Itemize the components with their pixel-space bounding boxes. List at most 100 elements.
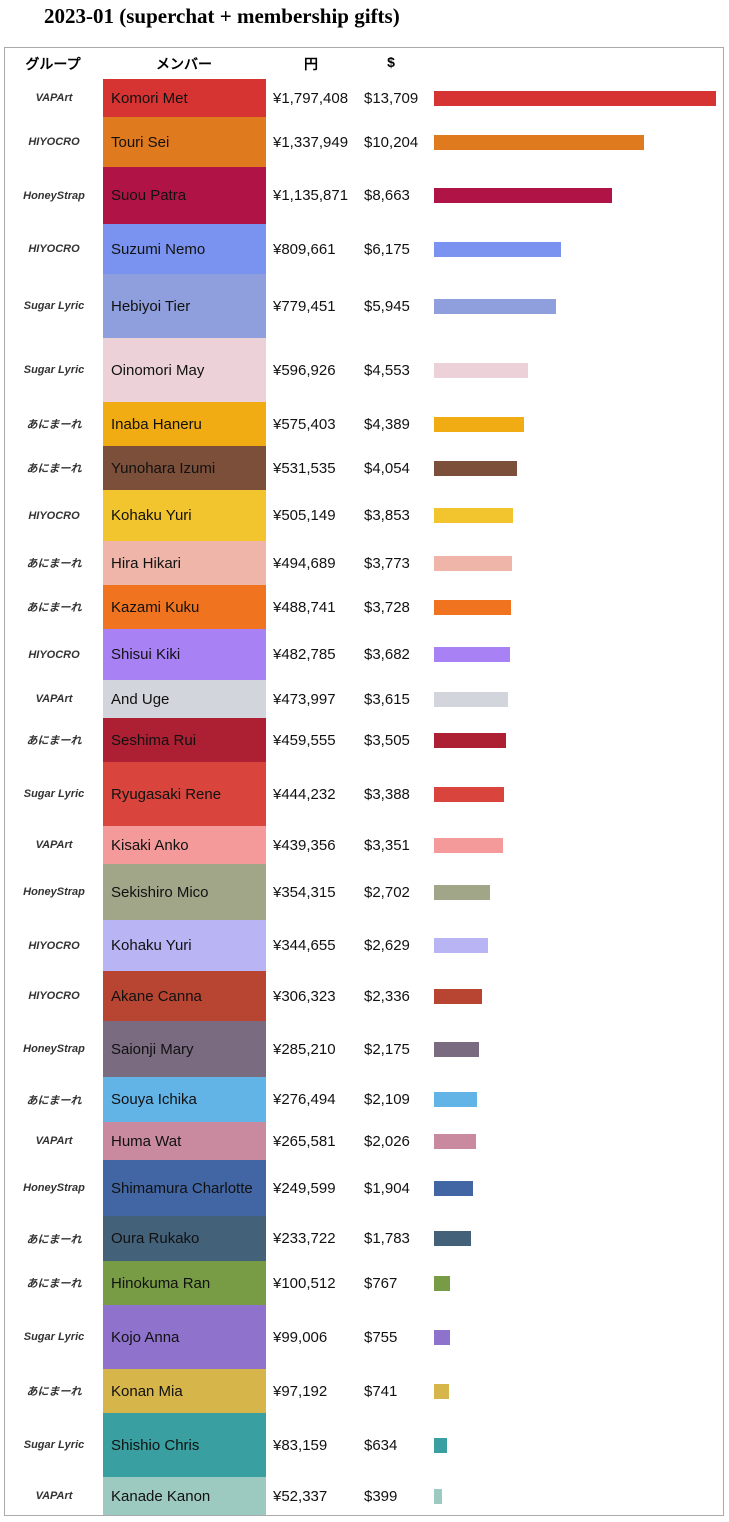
- member-name: Komori Met: [103, 79, 266, 117]
- bar: [434, 691, 509, 707]
- yen-amount: ¥809,661: [273, 240, 336, 258]
- table-row: VAPArt Komori Met ¥1,797,408 $13,709: [5, 79, 723, 117]
- table-row: Sugar Lyric Ryugasaki Rene ¥444,232 $3,388: [5, 762, 723, 826]
- group-logo: VAPArt: [35, 693, 73, 705]
- bar: [434, 647, 510, 662]
- usd-amount: $3,351: [364, 836, 410, 854]
- member-name: Hinokuma Ran: [103, 1261, 266, 1305]
- member-name: Kojo Anna: [103, 1305, 266, 1369]
- yen-amount: ¥494,689: [273, 554, 336, 572]
- table-row: HIYOCRO Touri Sei ¥1,337,949 $10,204: [5, 117, 723, 167]
- yen-amount: ¥100,512: [273, 1274, 336, 1292]
- usd-amount: $3,728: [364, 598, 410, 616]
- usd-amount: $4,389: [364, 415, 410, 433]
- bar: [434, 460, 518, 476]
- group-logo: あにまーれ: [26, 602, 82, 614]
- group-logo: あにまーれ: [26, 735, 82, 747]
- member-name: And Uge: [103, 680, 266, 718]
- table-row: HoneyStrap Shimamura Charlotte ¥249,599 $1,…: [5, 1160, 723, 1216]
- group-logo: HIYOCRO: [28, 648, 80, 661]
- yen-amount: ¥97,192: [273, 1382, 328, 1400]
- member-name: Oinomori May: [103, 338, 266, 402]
- yen-amount: ¥83,159: [273, 1436, 328, 1454]
- usd-amount: $755: [364, 1328, 398, 1346]
- member-name: Suou Patra: [103, 167, 266, 224]
- bar: [434, 884, 490, 900]
- group-logo: Sugar Lyric: [23, 1331, 85, 1343]
- group-logo: Sugar Lyric: [23, 300, 85, 312]
- usd-amount: $13,709: [364, 89, 419, 107]
- group-logo: あにまーれ: [26, 558, 82, 570]
- member-name: Huma Wat: [103, 1122, 266, 1160]
- group-logo: HoneyStrap: [23, 1043, 85, 1055]
- bar: [434, 416, 525, 432]
- usd-amount: $3,853: [364, 507, 410, 524]
- member-name: Oura Rukako: [103, 1216, 266, 1261]
- table-row: HoneyStrap Suou Patra ¥1,135,871 $8,663: [5, 167, 723, 224]
- table-row: あにまーれ Inaba Haneru ¥575,403 $4,389: [5, 402, 723, 446]
- group-logo: あにまーれ: [26, 1386, 82, 1398]
- member-name: Yunohara Izumi: [103, 446, 266, 490]
- member-name: Saionji Mary: [103, 1021, 266, 1077]
- usd-amount: $3,773: [364, 554, 410, 572]
- bar: [434, 1383, 450, 1399]
- group-logo: HoneyStrap: [23, 1182, 85, 1194]
- usd-amount: $2,629: [364, 937, 410, 954]
- bar: [434, 1437, 448, 1453]
- bar: [434, 1180, 474, 1196]
- usd-amount: $2,026: [364, 1132, 410, 1150]
- yen-amount: ¥1,797,408: [273, 89, 349, 107]
- header-member: メンバー: [156, 56, 212, 72]
- header-usd: $: [387, 54, 395, 70]
- table: グループ メンバー 円 $ VAPArt Komori Met ¥1,797,408…: [4, 47, 724, 1516]
- yen-amount: ¥276,494: [273, 1091, 336, 1108]
- group-logo: HIYOCRO: [28, 509, 80, 522]
- yen-amount: ¥482,785: [273, 646, 336, 663]
- member-name: Kanade Kanon: [103, 1477, 266, 1515]
- table-row: HIYOCRO Kohaku Yuri ¥344,655 $2,629: [5, 920, 723, 971]
- group-logo: VAPArt: [35, 839, 73, 851]
- usd-amount: $4,553: [364, 361, 410, 379]
- bar: [434, 786, 504, 802]
- group-logo: HoneyStrap: [23, 189, 85, 202]
- bar: [434, 938, 489, 953]
- header-yen: 円: [304, 56, 318, 72]
- usd-amount: $767: [364, 1274, 398, 1292]
- yen-amount: ¥488,741: [273, 598, 336, 616]
- member-name: Hebiyoi Tier: [103, 274, 266, 338]
- bar: [434, 241, 562, 257]
- group-logo: あにまーれ: [26, 463, 82, 475]
- usd-amount: $1,783: [364, 1230, 410, 1247]
- table-row: HIYOCRO Suzumi Nemo ¥809,661 $6,175: [5, 224, 723, 274]
- table-row: HIYOCRO Kohaku Yuri ¥505,149 $3,853: [5, 490, 723, 541]
- usd-amount: $2,336: [364, 987, 410, 1005]
- member-name: Shimamura Charlotte: [103, 1160, 266, 1216]
- bar: [434, 134, 644, 150]
- usd-amount: $399: [364, 1487, 398, 1505]
- group-logo: Sugar Lyric: [23, 1439, 85, 1451]
- usd-amount: $3,388: [364, 785, 410, 803]
- yen-amount: ¥249,599: [273, 1179, 336, 1197]
- group-logo: HIYOCRO: [28, 939, 80, 952]
- table-row: Sugar Lyric Hebiyoi Tier ¥779,451 $5,945: [5, 274, 723, 338]
- table-row: HIYOCRO Shisui Kiki ¥482,785 $3,682: [5, 629, 723, 680]
- group-logo: HIYOCRO: [28, 990, 80, 1002]
- member-name: Kazami Kuku: [103, 585, 266, 629]
- usd-amount: $634: [364, 1436, 398, 1454]
- bar: [434, 1041, 479, 1057]
- title: 2023-01 (superchat + membership gifts): [44, 4, 400, 28]
- group-logo: あにまーれ: [26, 1233, 82, 1246]
- bar: [434, 90, 716, 106]
- yen-amount: ¥439,356: [273, 836, 336, 854]
- member-name: Touri Sei: [103, 117, 266, 167]
- member-name: Suzumi Nemo: [103, 224, 266, 274]
- member-name: Souya Ichika: [103, 1077, 266, 1122]
- bar: [434, 1092, 478, 1107]
- bar: [434, 1275, 450, 1291]
- yen-amount: ¥596,926: [273, 361, 336, 379]
- table-row: あにまーれ Konan Mia ¥97,192 $741: [5, 1369, 723, 1413]
- yen-amount: ¥473,997: [273, 690, 336, 708]
- member-name: Hira Hikari: [103, 541, 266, 585]
- group-logo: あにまーれ: [26, 419, 82, 431]
